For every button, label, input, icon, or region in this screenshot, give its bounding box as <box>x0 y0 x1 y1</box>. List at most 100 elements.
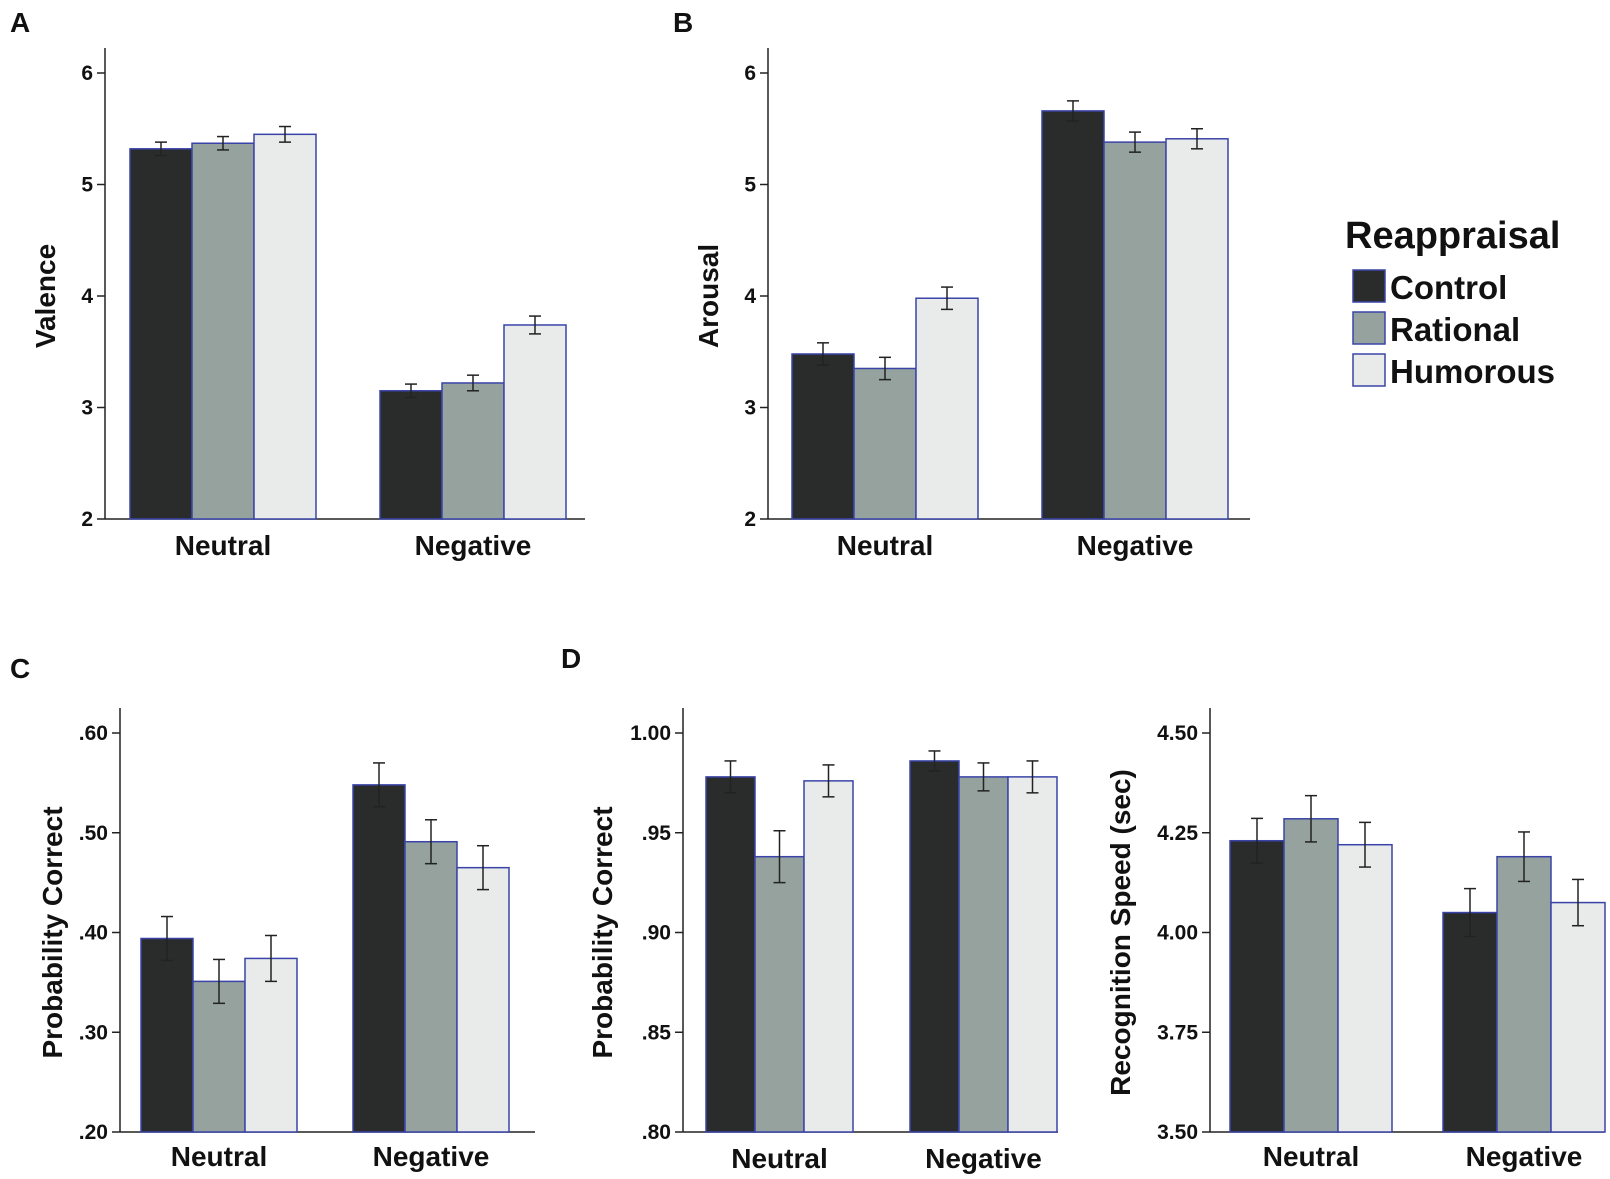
y-tick-label-b: 5 <box>744 174 756 197</box>
error-bar-d-left-neutral-rational <box>773 830 786 884</box>
panel-letter-c: C <box>10 653 30 684</box>
bar-b-neutral-control <box>791 353 855 520</box>
error-bar-b-negative-rational <box>1129 131 1141 153</box>
bar-a-neutral-control <box>129 148 193 520</box>
error-bar-b-negative-humorous <box>1191 128 1203 150</box>
y-axis-label-d-right: Recognition Speed (sec) <box>1105 769 1136 1096</box>
legend-title: Reappraisal <box>1345 215 1560 257</box>
bar-a-negative-humorous <box>503 324 567 520</box>
legend-label-rational: Rational <box>1390 311 1520 348</box>
error-bar-b-neutral-rational <box>879 356 891 381</box>
y-tick-label-c: .60 <box>79 722 108 745</box>
y-tick-label-b: 6 <box>744 62 756 85</box>
y-tick-label-b: 3 <box>744 397 756 420</box>
error-bar-a-neutral-control <box>155 141 167 157</box>
error-bar-c-neutral-rational <box>213 958 225 1005</box>
x-category-label-c-neutral: Neutral <box>171 1141 267 1172</box>
legend-swatch-humorous <box>1352 353 1386 387</box>
y-tick-label-b: 2 <box>744 508 756 531</box>
bar-d-right-negative-rational <box>1496 855 1552 1133</box>
y-tick-label-d-right: 4.00 <box>1157 922 1198 945</box>
bar-d-left-negative-humorous <box>1007 776 1058 1133</box>
bar-d-left-neutral-control <box>705 776 756 1133</box>
error-bar-a-negative-rational <box>467 374 479 392</box>
legend: Reappraisal Control Rational Humorous <box>1345 215 1560 390</box>
error-bar-c-negative-humorous <box>477 844 489 891</box>
bar-b-neutral-humorous <box>915 297 979 520</box>
x-category-label-d-left-neutral: Neutral <box>731 1143 827 1174</box>
error-bar-a-negative-humorous <box>529 315 541 335</box>
bar-c-neutral-humorous <box>244 957 298 1133</box>
panel-letter-a: A <box>10 7 30 38</box>
bar-d-right-negative-control <box>1442 911 1498 1133</box>
legend-swatch-control <box>1352 269 1386 303</box>
error-bar-d-right-negative-rational <box>1518 831 1530 883</box>
y-tick-label-c: .40 <box>79 922 108 945</box>
error-bar-d-left-neutral-humorous <box>822 764 835 798</box>
error-bar-d-left-negative-rational <box>977 762 990 792</box>
bar-d-right-neutral-control <box>1229 839 1285 1133</box>
bar-c-negative-control <box>352 784 406 1133</box>
error-bar-c-negative-rational <box>425 819 437 865</box>
y-tick-label-d-left: .95 <box>642 822 672 845</box>
error-bar-c-neutral-humorous <box>265 934 277 983</box>
error-bar-d-right-neutral-rational <box>1305 794 1317 843</box>
error-bar-d-left-neutral-control <box>724 760 737 794</box>
y-tick-label-d-left: .90 <box>642 922 671 945</box>
x-category-label-b-negative: Negative <box>1077 530 1194 561</box>
error-bar-d-right-negative-control <box>1464 887 1476 938</box>
bar-b-negative-humorous <box>1165 138 1229 520</box>
error-bar-b-neutral-humorous <box>941 286 953 311</box>
y-tick-label-d-right: 3.50 <box>1157 1121 1198 1144</box>
y-tick-label-b: 4 <box>744 285 756 308</box>
error-bar-c-negative-control <box>373 762 385 808</box>
bar-c-negative-rational <box>404 840 458 1133</box>
y-tick-label-d-right: 4.25 <box>1157 822 1198 845</box>
y-tick-label-c: .30 <box>79 1021 108 1044</box>
legend-label-control: Control <box>1390 269 1507 306</box>
bar-c-negative-humorous <box>456 866 510 1133</box>
y-axis-label-a: Valence <box>30 244 61 348</box>
y-tick-label-d-left: 1.00 <box>630 722 671 745</box>
y-tick-label-c: .50 <box>79 822 108 845</box>
bar-d-right-negative-humorous <box>1550 901 1606 1133</box>
bar-a-negative-rational <box>441 382 505 520</box>
y-tick-label-a: 5 <box>81 174 93 197</box>
error-bar-b-negative-control <box>1067 100 1079 122</box>
error-bar-d-right-neutral-humorous <box>1359 821 1371 868</box>
y-axis-label-b: Arousal <box>693 244 724 348</box>
x-category-label-d-right-neutral: Neutral <box>1263 1141 1359 1172</box>
legend-label-humorous: Humorous <box>1390 353 1555 390</box>
bar-d-left-neutral-rational <box>754 855 805 1133</box>
y-tick-label-d-left: .85 <box>642 1021 672 1044</box>
legend-swatch-rational <box>1352 311 1386 345</box>
error-bar-d-left-negative-humorous <box>1026 760 1039 794</box>
bar-b-neutral-rational <box>853 367 917 520</box>
error-bar-b-neutral-control <box>817 342 829 366</box>
bar-c-neutral-control <box>140 937 194 1133</box>
error-bar-d-left-negative-control <box>928 750 941 772</box>
error-bar-c-neutral-control <box>161 915 173 962</box>
bar-c-neutral-rational <box>192 980 246 1133</box>
chart-arousal: 2 3 4 5 6 Arousal Neutral Negative <box>693 48 1250 561</box>
y-axis-label-d-left: Probability Correct <box>587 806 618 1058</box>
panel-letter-b: B <box>673 7 693 38</box>
bar-b-negative-control <box>1041 110 1105 520</box>
bar-d-left-neutral-humorous <box>803 780 854 1133</box>
y-tick-label-a: 6 <box>81 62 93 85</box>
panel-letter-d: D <box>561 643 581 674</box>
bar-d-right-neutral-humorous <box>1337 843 1393 1133</box>
bar-a-neutral-humorous <box>253 133 317 520</box>
y-tick-label-a: 2 <box>81 508 93 531</box>
x-category-label-c-negative: Negative <box>373 1141 490 1172</box>
bar-b-negative-rational <box>1103 141 1167 520</box>
error-bar-a-neutral-rational <box>217 135 229 151</box>
x-category-label-b-neutral: Neutral <box>837 530 933 561</box>
x-category-label-a-negative: Negative <box>415 530 532 561</box>
chart-recognition-speed: 3.50 3.75 4.00 4.25 4.50 Recognition Speed (s… <box>1105 708 1606 1172</box>
bar-d-right-neutral-rational <box>1283 818 1339 1133</box>
y-tick-label-d-right: 4.50 <box>1157 722 1198 745</box>
chart-valence: 2 3 4 5 6 Valence Neutral Negative <box>30 48 585 561</box>
bar-d-left-negative-rational <box>958 776 1009 1133</box>
